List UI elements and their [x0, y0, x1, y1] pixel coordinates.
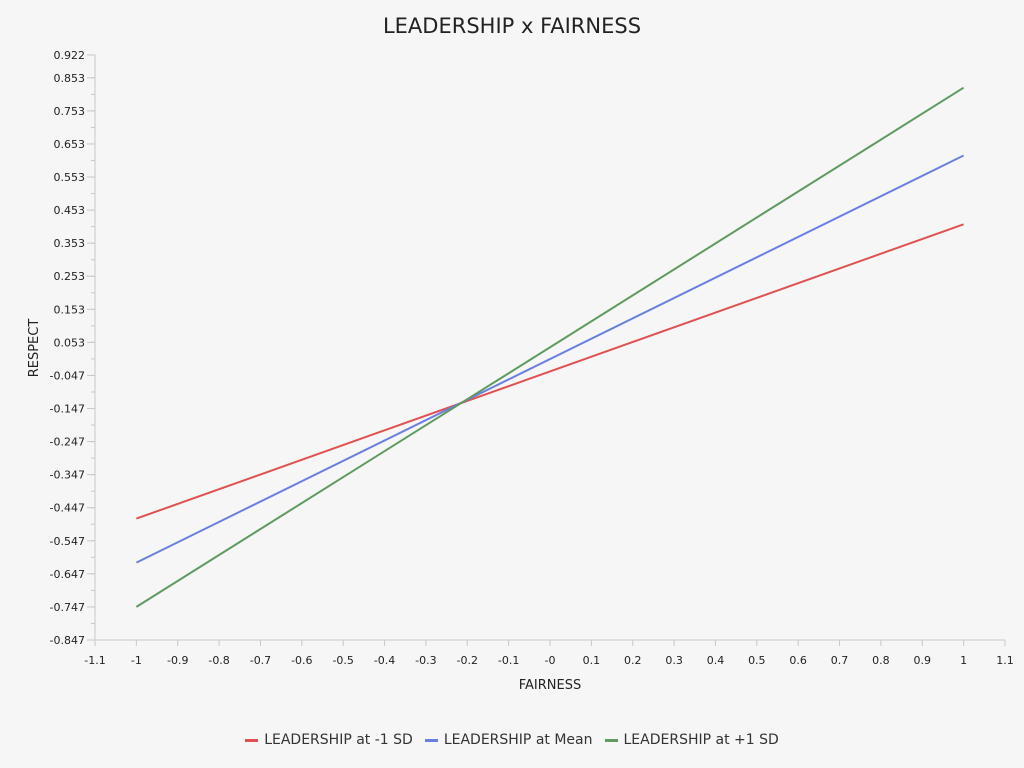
x-tick-label: 0.6 [789, 654, 807, 667]
x-tick-label: 0.5 [748, 654, 766, 667]
x-tick-label: -0.3 [415, 654, 436, 667]
x-tick-label: -0.8 [208, 654, 229, 667]
y-tick-label: -0.547 [50, 535, 85, 548]
y-tick-label: -0.247 [50, 436, 85, 449]
x-tick-label: 0.1 [583, 654, 601, 667]
x-tick-label: 0.8 [872, 654, 890, 667]
y-tick-label: 0.053 [54, 336, 86, 349]
legend-item-3[interactable]: LEADERSHIP at +1 SD [604, 732, 779, 748]
series-line-2 [135, 154, 965, 564]
legend-swatch [245, 738, 259, 742]
x-tick-label: -0.6 [291, 654, 312, 667]
legend-swatch [424, 738, 438, 742]
y-tick-label: -0.447 [50, 502, 85, 515]
x-tick-label: 1 [960, 654, 967, 667]
x-tick-label: -1 [131, 654, 142, 667]
y-tick-label: 0.353 [54, 237, 86, 250]
y-tick-label: 0.853 [54, 72, 86, 85]
x-tick-label: 0.2 [624, 654, 642, 667]
series-line-3 [135, 86, 965, 608]
y-tick-label: -0.347 [50, 469, 85, 482]
x-tick-label: 0.4 [707, 654, 725, 667]
y-tick-label: -0.847 [50, 634, 85, 647]
y-tick-label: 0.553 [54, 171, 86, 184]
x-tick-label: 1.1 [996, 654, 1014, 667]
x-tick-label: -0.7 [250, 654, 271, 667]
legend-label: LEADERSHIP at -1 SD [264, 732, 413, 748]
x-tick-label: -0.9 [167, 654, 188, 667]
x-tick-label: -0.2 [457, 654, 478, 667]
x-tick-label: 0.7 [831, 654, 849, 667]
x-tick-label: -0 [545, 654, 556, 667]
x-tick-label: -0.4 [374, 654, 395, 667]
x-tick-label: -0.1 [498, 654, 519, 667]
y-tick-label: -0.647 [50, 568, 85, 581]
y-tick-label: 0.922 [54, 49, 86, 62]
legend: LEADERSHIP at -1 SD LEADERSHIP at Mean LEA… [0, 732, 1024, 748]
legend-item-2[interactable]: LEADERSHIP at Mean [424, 732, 593, 748]
y-tick-label: -0.047 [50, 369, 85, 382]
x-tick-label: -1.1 [84, 654, 105, 667]
y-tick-label: -0.747 [50, 601, 85, 614]
x-tick-label: 0.3 [665, 654, 683, 667]
y-tick-label: 0.753 [54, 105, 86, 118]
legend-swatch [604, 738, 618, 742]
x-tick-label: 0.9 [914, 654, 932, 667]
x-tick-label: -0.5 [332, 654, 353, 667]
legend-label: LEADERSHIP at +1 SD [623, 732, 779, 748]
series-line-1 [136, 223, 964, 520]
y-axis-label: RESPECT [27, 319, 42, 378]
y-tick-label: 0.153 [54, 303, 86, 316]
x-axis-label: FAIRNESS [519, 678, 582, 693]
series-lines [135, 86, 965, 608]
y-tick-label: 0.453 [54, 204, 86, 217]
axes: 0.922 0.853 0.753 0.653 0.553 0.453 0.353 0.253… [50, 49, 1014, 667]
y-tick-label: 0.253 [54, 270, 86, 283]
y-tick-label: 0.653 [54, 138, 86, 151]
legend-item-1[interactable]: LEADERSHIP at -1 SD [245, 732, 413, 748]
y-tick-label: -0.147 [50, 403, 85, 416]
legend-label: LEADERSHIP at Mean [443, 732, 593, 748]
chart-title: LEADERSHIP x FAIRNESS [382, 14, 642, 38]
